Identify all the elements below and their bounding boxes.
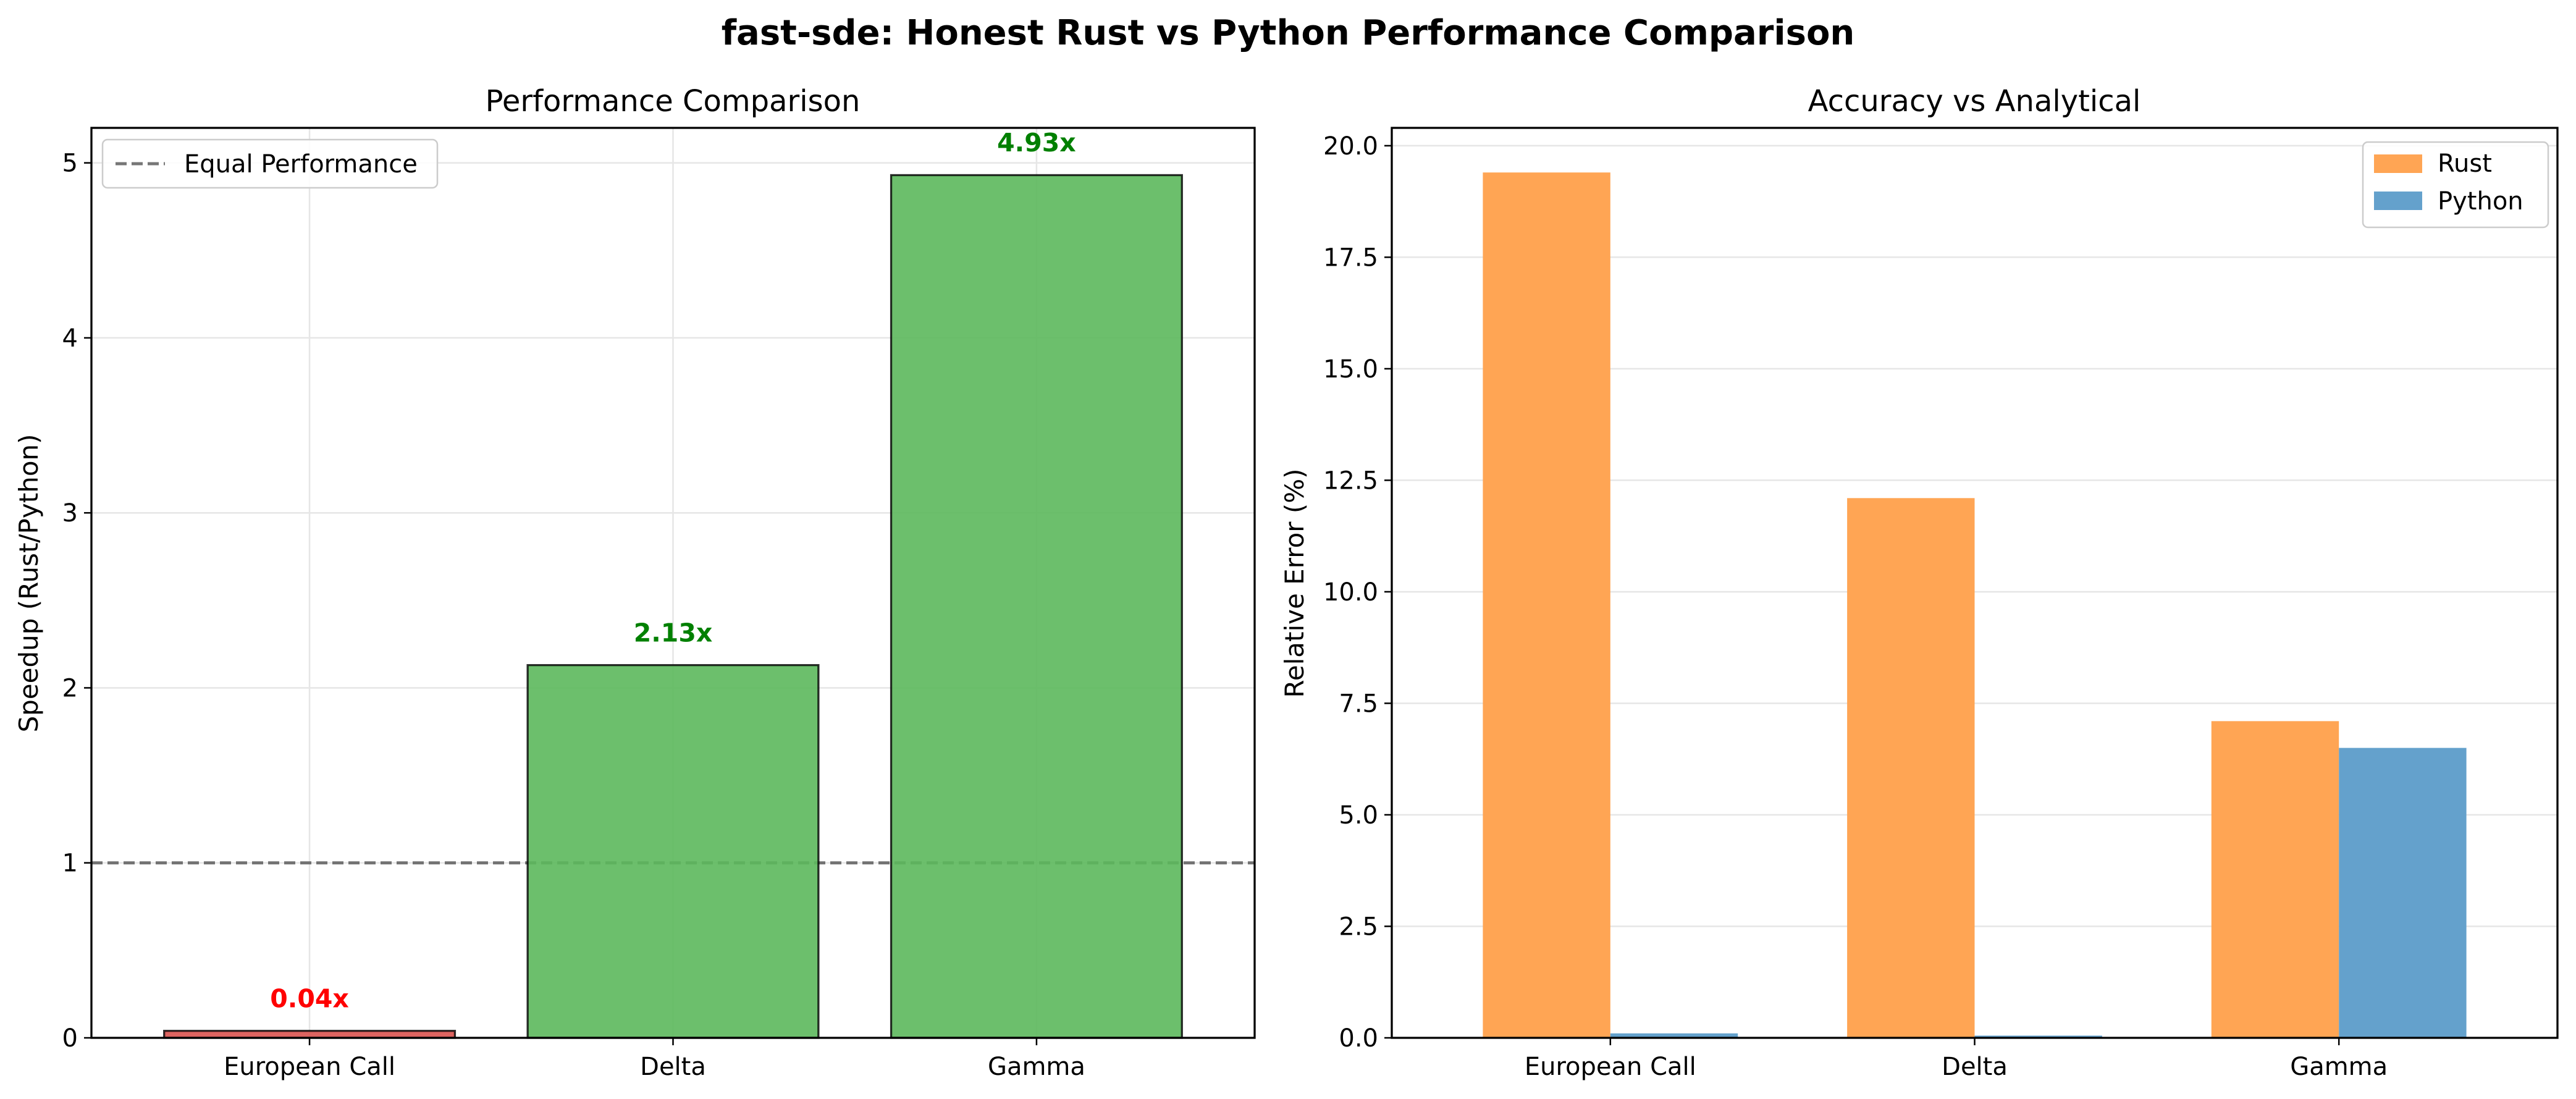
speedup-value-label-delta: 2.13x bbox=[634, 618, 713, 647]
speedup-chart: 0.04x 2.13x 4.93x 0 1 2 3 4 5 European Call Delt… bbox=[14, 84, 1256, 1081]
rust-error-bar-delta bbox=[1847, 498, 1975, 1038]
accuracy-y-tick-label: 7.5 bbox=[1339, 689, 1378, 718]
accuracy-x-tick-label-gamma: Gamma bbox=[2290, 1053, 2388, 1081]
python-legend-label: Python bbox=[2438, 187, 2523, 216]
speedup-y-tick-label: 4 bbox=[62, 324, 78, 353]
speedup-y-tick-label: 2 bbox=[62, 674, 78, 702]
accuracy-legend: Rust Python bbox=[2362, 141, 2549, 229]
speedup-legend-box bbox=[101, 138, 439, 189]
speedup-x-ticks: European Call Delta Gamma bbox=[224, 1038, 1085, 1081]
speedup-x-tick-label-delta: Delta bbox=[640, 1053, 706, 1081]
accuracy-y-tick-label: 17.5 bbox=[1323, 243, 1378, 272]
speedup-value-label-gamma: 4.93x bbox=[997, 128, 1076, 158]
rust-legend-label: Rust bbox=[2438, 149, 2492, 178]
accuracy-y-tick-label: 2.5 bbox=[1339, 912, 1378, 941]
accuracy-bars bbox=[1483, 172, 2467, 1038]
speedup-legend: Equal Performance bbox=[101, 138, 439, 189]
speedup-value-labels: 0.04x 2.13x 4.93x bbox=[270, 128, 1075, 1013]
accuracy-x-ticks: European Call Delta Gamma bbox=[1525, 1038, 2388, 1081]
rust-error-bar-european-call bbox=[1483, 172, 1610, 1038]
accuracy-chart-title: Accuracy vs Analytical bbox=[1808, 84, 2141, 119]
accuracy-y-tick-label: 15.0 bbox=[1323, 355, 1378, 384]
accuracy-x-tick-label-delta: Delta bbox=[1942, 1053, 2008, 1081]
accuracy-y-tick-label: 5.0 bbox=[1339, 801, 1378, 830]
speedup-chart-title: Performance Comparison bbox=[486, 84, 861, 119]
accuracy-chart: 0.0 2.5 5.0 7.5 10.0 12.5 15.0 17.5 20.0 Europea… bbox=[1279, 84, 2559, 1081]
rust-legend-swatch bbox=[2374, 154, 2422, 173]
equal-performance-legend-label: Equal Performance bbox=[184, 150, 418, 179]
speedup-y-tick-label: 5 bbox=[62, 149, 78, 178]
speedup-y-tick-label: 1 bbox=[62, 849, 78, 878]
speedup-value-label-european-call: 0.04x bbox=[270, 983, 349, 1013]
speedup-x-tick-label-gamma: Gamma bbox=[988, 1053, 1085, 1081]
accuracy-y-tick-label: 20.0 bbox=[1323, 132, 1378, 161]
python-error-bar-european-call bbox=[1610, 1033, 1738, 1038]
accuracy-y-tick-label: 12.5 bbox=[1323, 466, 1378, 495]
speedup-x-tick-label-european-call: European Call bbox=[224, 1053, 395, 1081]
speedup-y-tick-label: 0 bbox=[62, 1024, 78, 1053]
accuracy-y-tick-label: 10.0 bbox=[1323, 578, 1378, 607]
python-legend-swatch bbox=[2374, 192, 2422, 210]
speedup-y-ticks: 0 1 2 3 4 5 bbox=[62, 149, 91, 1053]
speedup-y-tick-label: 3 bbox=[62, 499, 78, 528]
speedup-bar-delta bbox=[526, 663, 820, 1039]
accuracy-y-axis-label: Relative Error (%) bbox=[1279, 468, 1310, 697]
accuracy-y-tick-label: 0.0 bbox=[1339, 1024, 1378, 1053]
python-error-bar-gamma bbox=[2339, 747, 2467, 1038]
speedup-bar-gamma bbox=[890, 174, 1183, 1039]
speedup-y-axis-label: Speedup (Rust/Python) bbox=[14, 434, 44, 732]
accuracy-x-tick-label-european-call: European Call bbox=[1525, 1053, 1696, 1081]
accuracy-y-ticks: 0.0 2.5 5.0 7.5 10.0 12.5 15.0 17.5 20.0 bbox=[1323, 132, 1392, 1053]
speedup-bar-european-call bbox=[163, 1030, 457, 1039]
rust-error-bar-gamma bbox=[2211, 721, 2339, 1038]
figure-title: fast-sde: Honest Rust vs Python Performa… bbox=[722, 13, 1855, 53]
speedup-bars bbox=[163, 174, 1183, 1039]
python-error-bar-delta bbox=[1974, 1035, 2102, 1038]
